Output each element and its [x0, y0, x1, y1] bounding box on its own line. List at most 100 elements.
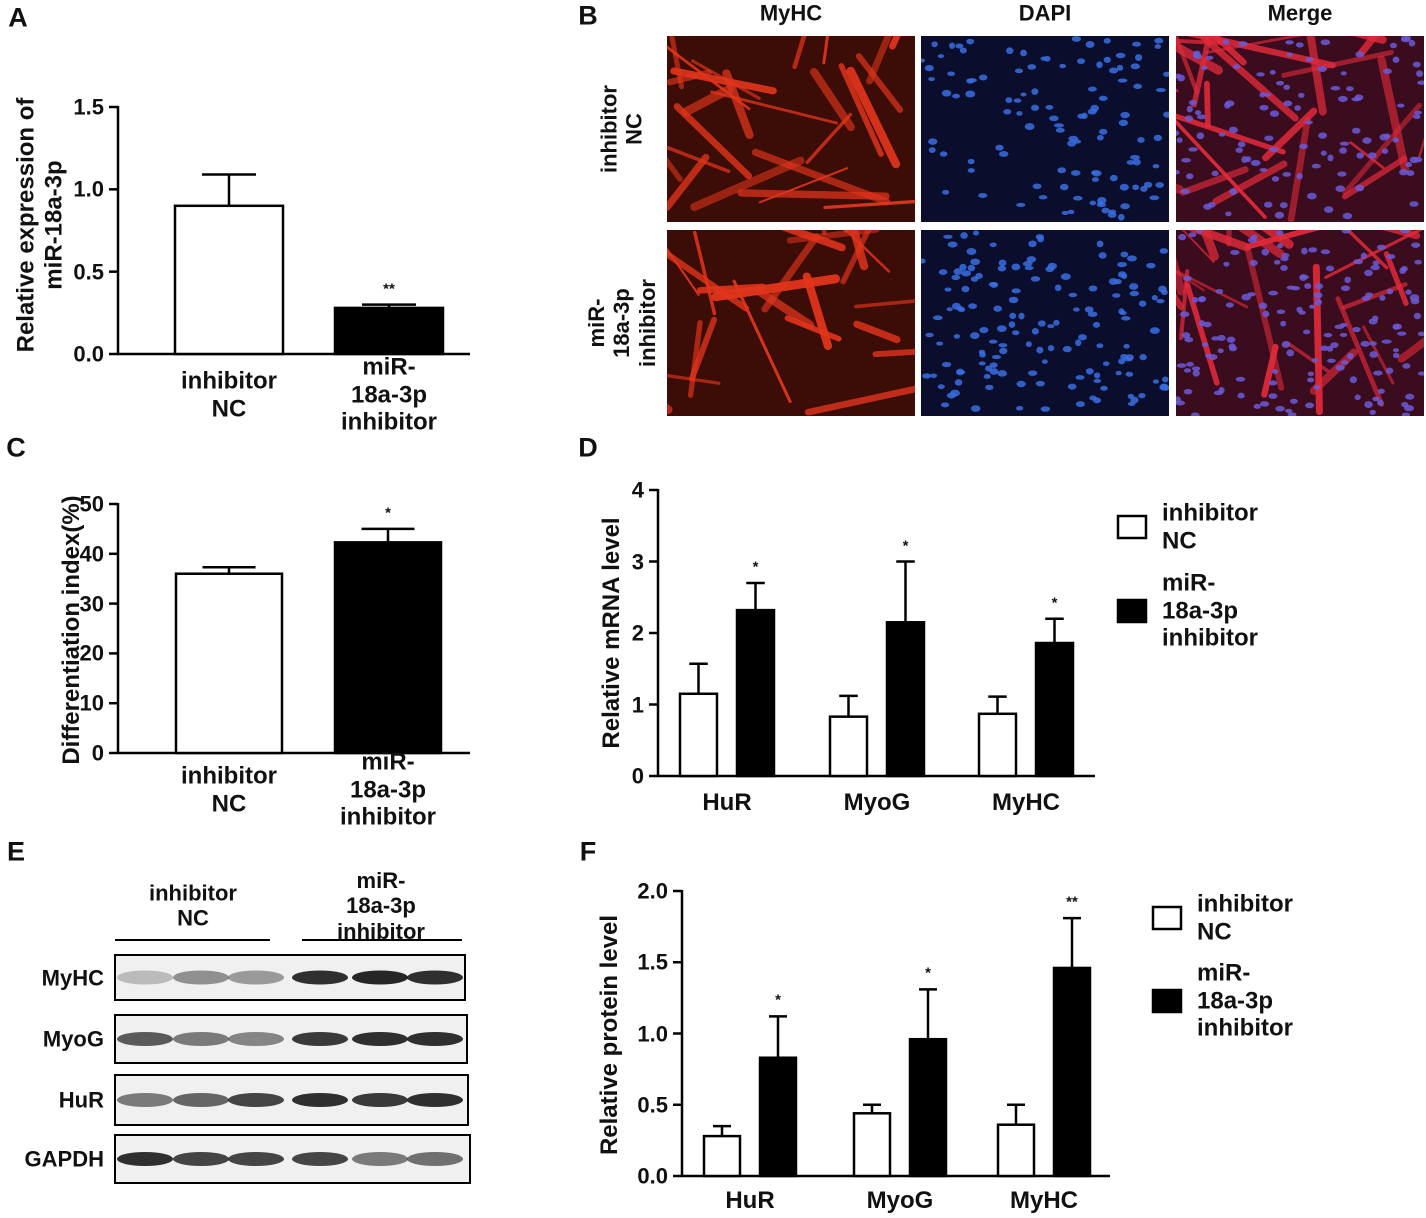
nucleus — [1153, 134, 1163, 142]
nucleus — [953, 268, 963, 275]
bar — [173, 204, 285, 356]
myotube — [711, 274, 840, 302]
nucleus — [1119, 183, 1129, 191]
nucleus — [928, 77, 935, 82]
nucleus — [1176, 137, 1183, 143]
nucleus — [1041, 359, 1048, 364]
nucleus — [1273, 259, 1281, 265]
nucleus — [1268, 380, 1278, 386]
x-tick-label: miR-18a-3p inhibitor — [340, 748, 436, 831]
nucleus — [1397, 103, 1405, 108]
nucleus — [1120, 203, 1130, 210]
nucleus — [1201, 342, 1209, 347]
nucleus — [1385, 367, 1394, 374]
nucleus — [1154, 37, 1164, 44]
nucleus — [1250, 159, 1261, 166]
nucleus — [1091, 177, 1100, 182]
nucleus — [1405, 289, 1412, 295]
nucleus — [1406, 170, 1415, 176]
nucleus — [1218, 132, 1226, 137]
nucleus — [928, 138, 938, 145]
nucleus — [1369, 409, 1376, 415]
y-tick-label: 1.0 — [73, 176, 104, 202]
band — [228, 1032, 284, 1046]
nucleus — [1027, 64, 1037, 70]
myotube — [792, 36, 807, 70]
nucleus — [1152, 163, 1160, 169]
nucleus — [1130, 63, 1140, 70]
nucleus — [1011, 288, 1021, 294]
nucleus — [925, 332, 934, 338]
error-bar — [361, 527, 415, 543]
nucleus — [1259, 104, 1269, 111]
nucleus — [1347, 352, 1354, 360]
nucleus — [1264, 201, 1273, 208]
nucleus — [1341, 360, 1349, 365]
nucleus — [1392, 348, 1400, 353]
myotube — [872, 348, 915, 358]
nucleus — [1417, 371, 1424, 376]
y-axis-label: Differentiation index(%) — [58, 495, 86, 765]
band — [173, 970, 229, 985]
band — [292, 1032, 348, 1046]
micrograph — [921, 230, 1169, 416]
y-tick-label: 0.5 — [73, 259, 104, 285]
nucleus — [1392, 352, 1400, 359]
nucleus — [1386, 254, 1396, 260]
nucleus — [1301, 247, 1308, 255]
nucleus — [1303, 329, 1311, 335]
nucleus — [1377, 399, 1384, 406]
nucleus — [943, 234, 953, 239]
micrograph — [1176, 230, 1424, 416]
nucleus — [1309, 304, 1316, 309]
nucleus — [1261, 248, 1270, 256]
nucleus — [1345, 86, 1354, 92]
nucleus — [1072, 307, 1080, 312]
nucleus — [1085, 40, 1095, 48]
nucleus — [1386, 288, 1394, 295]
nucleus — [1155, 182, 1165, 188]
row-label: inhibitor NC — [596, 85, 647, 173]
nucleus — [1014, 68, 1024, 74]
nucleus — [1355, 184, 1365, 192]
nucleus — [1020, 92, 1027, 97]
nucleus — [1116, 64, 1124, 71]
nucleus — [1092, 397, 1101, 404]
nucleus — [938, 269, 948, 276]
nucleus — [1005, 97, 1013, 104]
nucleus — [1417, 331, 1424, 337]
bar — [702, 1134, 742, 1178]
myotube — [1309, 348, 1358, 395]
nucleus — [1369, 341, 1377, 346]
error-bar — [362, 303, 416, 308]
nucleus — [1183, 388, 1193, 395]
nucleus — [1193, 50, 1201, 58]
myotube — [1184, 281, 1220, 386]
nucleus — [944, 287, 952, 292]
band — [352, 1093, 408, 1107]
nucleus — [1335, 185, 1346, 192]
band — [117, 1093, 173, 1107]
nucleus — [1330, 85, 1341, 91]
myotube — [846, 66, 901, 169]
band — [292, 1093, 348, 1107]
nucleus — [1184, 115, 1194, 122]
band — [407, 970, 463, 985]
myotube — [854, 299, 915, 309]
nucleus — [1159, 248, 1169, 254]
nucleus — [1362, 137, 1372, 144]
nucleus — [1092, 321, 1101, 328]
band — [228, 1093, 284, 1107]
band — [407, 1032, 463, 1046]
nucleus — [1026, 256, 1037, 263]
significance-label: * — [385, 504, 391, 522]
nucleus — [1247, 237, 1257, 244]
nucleus — [1327, 154, 1334, 162]
nucleus — [1382, 68, 1392, 75]
error-bar — [896, 560, 915, 623]
nucleus — [1339, 322, 1348, 327]
myotube — [809, 67, 855, 132]
myotube — [737, 189, 890, 200]
x-tick-label: MyoG — [866, 1187, 934, 1215]
myotube — [1200, 36, 1299, 122]
